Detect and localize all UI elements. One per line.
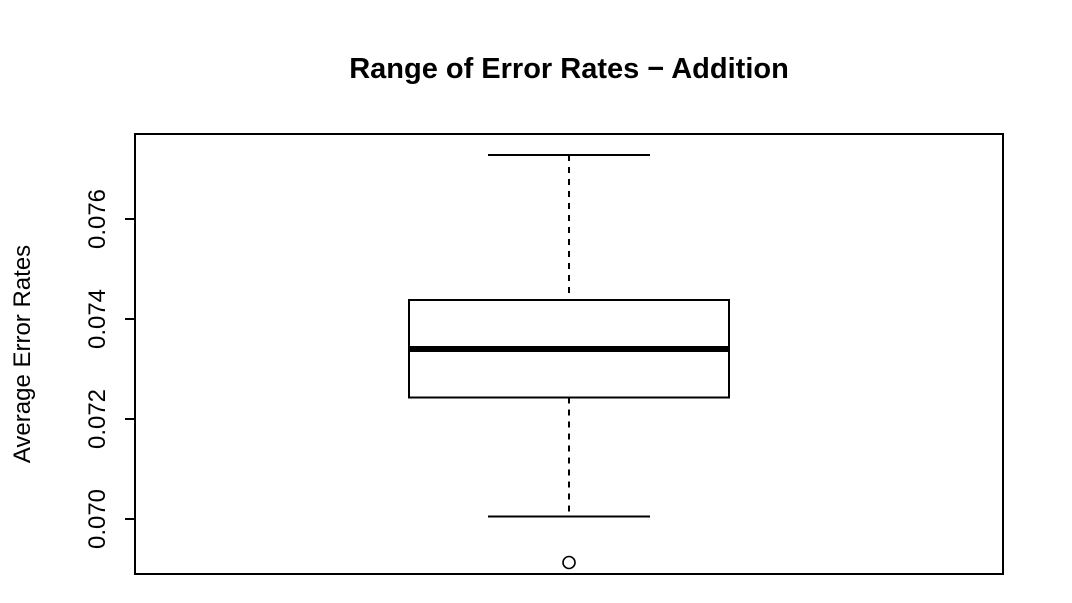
y-axis: 0.070 0.072 0.074 0.076 <box>84 189 136 549</box>
box-group <box>408 154 730 570</box>
y-tick-label: 0.072 <box>84 389 111 449</box>
y-tick-label: 0.070 <box>84 489 111 549</box>
y-tick-label: 0.076 <box>84 189 111 249</box>
y-tick-label: 0.074 <box>84 289 111 349</box>
chart-title: Range of Error Rates − Addition <box>349 53 789 85</box>
outlier-point <box>562 555 576 570</box>
y-axis-label: Average Error Rates <box>9 245 36 463</box>
